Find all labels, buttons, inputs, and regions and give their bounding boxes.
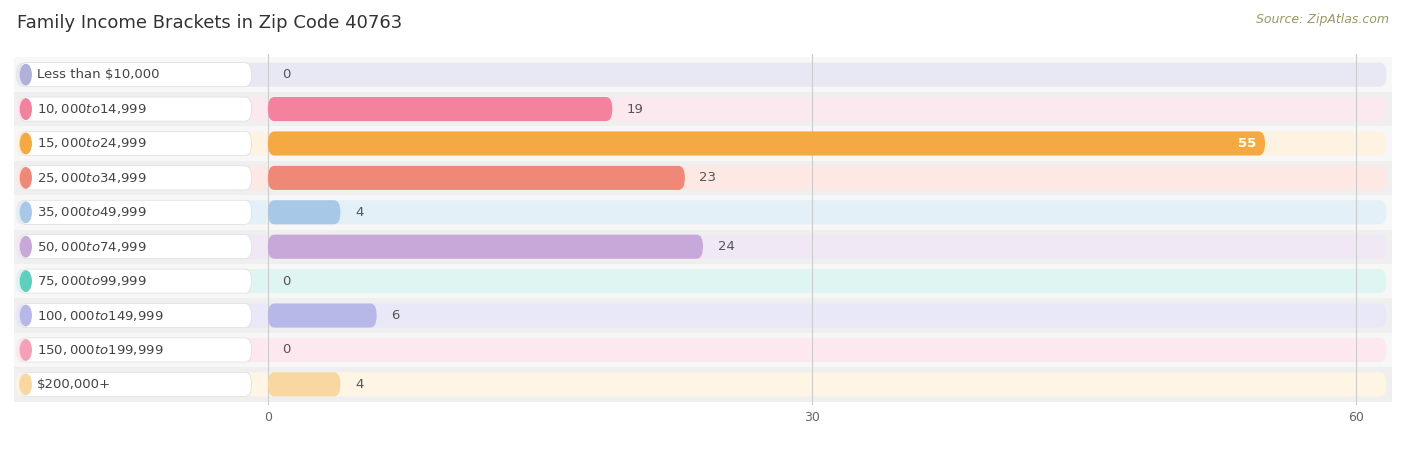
Text: 0: 0 (283, 343, 291, 356)
Text: 4: 4 (354, 378, 363, 391)
FancyBboxPatch shape (20, 303, 252, 328)
FancyBboxPatch shape (14, 367, 1392, 401)
FancyBboxPatch shape (269, 131, 1265, 156)
FancyBboxPatch shape (269, 303, 377, 328)
Text: 4: 4 (354, 206, 363, 219)
FancyBboxPatch shape (269, 372, 340, 396)
Text: 6: 6 (391, 309, 399, 322)
FancyBboxPatch shape (269, 166, 685, 190)
FancyBboxPatch shape (15, 372, 1386, 396)
Text: $35,000 to $49,999: $35,000 to $49,999 (37, 205, 146, 219)
Circle shape (21, 305, 31, 326)
FancyBboxPatch shape (20, 338, 252, 362)
FancyBboxPatch shape (269, 97, 613, 121)
FancyBboxPatch shape (14, 230, 1392, 264)
FancyBboxPatch shape (20, 63, 252, 87)
FancyBboxPatch shape (15, 338, 1386, 362)
Circle shape (21, 340, 31, 360)
FancyBboxPatch shape (14, 333, 1392, 367)
Text: 24: 24 (717, 240, 734, 253)
FancyBboxPatch shape (20, 234, 252, 259)
FancyBboxPatch shape (20, 97, 252, 121)
Circle shape (21, 202, 31, 223)
FancyBboxPatch shape (15, 131, 1386, 156)
FancyBboxPatch shape (14, 92, 1392, 126)
FancyBboxPatch shape (20, 166, 252, 190)
FancyBboxPatch shape (15, 234, 1386, 259)
Text: Source: ZipAtlas.com: Source: ZipAtlas.com (1256, 14, 1389, 27)
Text: $15,000 to $24,999: $15,000 to $24,999 (37, 136, 146, 150)
FancyBboxPatch shape (15, 269, 1386, 293)
FancyBboxPatch shape (20, 131, 252, 156)
Text: $100,000 to $149,999: $100,000 to $149,999 (37, 309, 163, 323)
Text: 23: 23 (699, 171, 717, 184)
FancyBboxPatch shape (20, 200, 252, 225)
Circle shape (21, 133, 31, 154)
Text: $10,000 to $14,999: $10,000 to $14,999 (37, 102, 146, 116)
FancyBboxPatch shape (14, 161, 1392, 195)
Text: $75,000 to $99,999: $75,000 to $99,999 (37, 274, 146, 288)
Text: $25,000 to $34,999: $25,000 to $34,999 (37, 171, 146, 185)
FancyBboxPatch shape (15, 166, 1386, 190)
Text: Less than $10,000: Less than $10,000 (37, 68, 159, 81)
FancyBboxPatch shape (269, 200, 340, 225)
FancyBboxPatch shape (15, 303, 1386, 328)
FancyBboxPatch shape (14, 264, 1392, 298)
Circle shape (21, 99, 31, 119)
FancyBboxPatch shape (269, 234, 703, 259)
FancyBboxPatch shape (15, 63, 1386, 87)
Text: 55: 55 (1237, 137, 1256, 150)
FancyBboxPatch shape (20, 372, 252, 396)
Text: $200,000+: $200,000+ (37, 378, 111, 391)
FancyBboxPatch shape (14, 126, 1392, 161)
Text: 0: 0 (283, 274, 291, 288)
Text: $50,000 to $74,999: $50,000 to $74,999 (37, 240, 146, 254)
Text: Family Income Brackets in Zip Code 40763: Family Income Brackets in Zip Code 40763 (17, 14, 402, 32)
Text: 19: 19 (627, 103, 644, 116)
FancyBboxPatch shape (15, 97, 1386, 121)
Circle shape (21, 374, 31, 395)
Circle shape (21, 271, 31, 291)
Circle shape (21, 64, 31, 85)
Text: $150,000 to $199,999: $150,000 to $199,999 (37, 343, 163, 357)
Circle shape (21, 168, 31, 188)
FancyBboxPatch shape (14, 195, 1392, 230)
Text: 0: 0 (283, 68, 291, 81)
FancyBboxPatch shape (15, 200, 1386, 225)
FancyBboxPatch shape (14, 58, 1392, 92)
FancyBboxPatch shape (20, 269, 252, 293)
Circle shape (21, 236, 31, 257)
FancyBboxPatch shape (14, 298, 1392, 333)
